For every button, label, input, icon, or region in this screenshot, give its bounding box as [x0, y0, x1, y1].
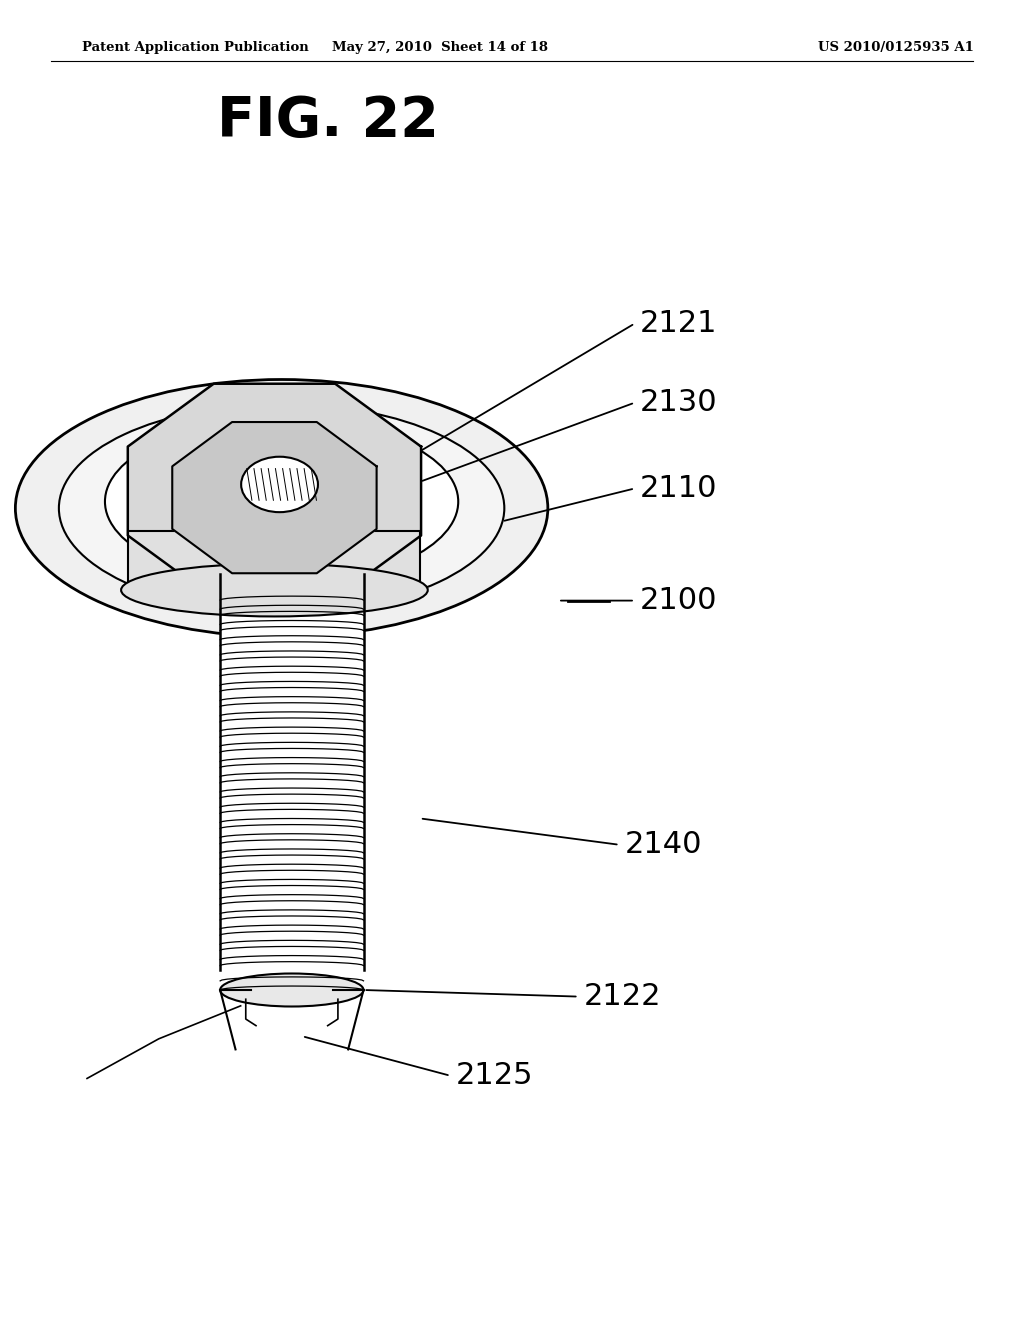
Text: FIG. 22: FIG. 22 — [217, 95, 438, 148]
Text: 2122: 2122 — [584, 982, 662, 1011]
Text: Patent Application Publication: Patent Application Publication — [82, 41, 308, 54]
Text: 2110: 2110 — [640, 474, 718, 503]
Text: 2140: 2140 — [625, 830, 702, 859]
Text: May 27, 2010  Sheet 14 of 18: May 27, 2010 Sheet 14 of 18 — [333, 41, 548, 54]
Ellipse shape — [121, 564, 428, 616]
Text: 2125: 2125 — [456, 1061, 534, 1090]
Text: US 2010/0125935 A1: US 2010/0125935 A1 — [818, 41, 974, 54]
Text: 2130: 2130 — [640, 388, 718, 417]
Ellipse shape — [242, 457, 317, 512]
Text: 2100: 2100 — [640, 586, 718, 615]
Polygon shape — [172, 422, 377, 573]
Text: 2121: 2121 — [640, 309, 718, 338]
FancyBboxPatch shape — [128, 531, 421, 590]
Ellipse shape — [105, 420, 459, 583]
Ellipse shape — [59, 404, 505, 612]
Ellipse shape — [15, 380, 548, 638]
Polygon shape — [128, 384, 421, 598]
Ellipse shape — [220, 974, 364, 1006]
Bar — [220, 574, 364, 1023]
